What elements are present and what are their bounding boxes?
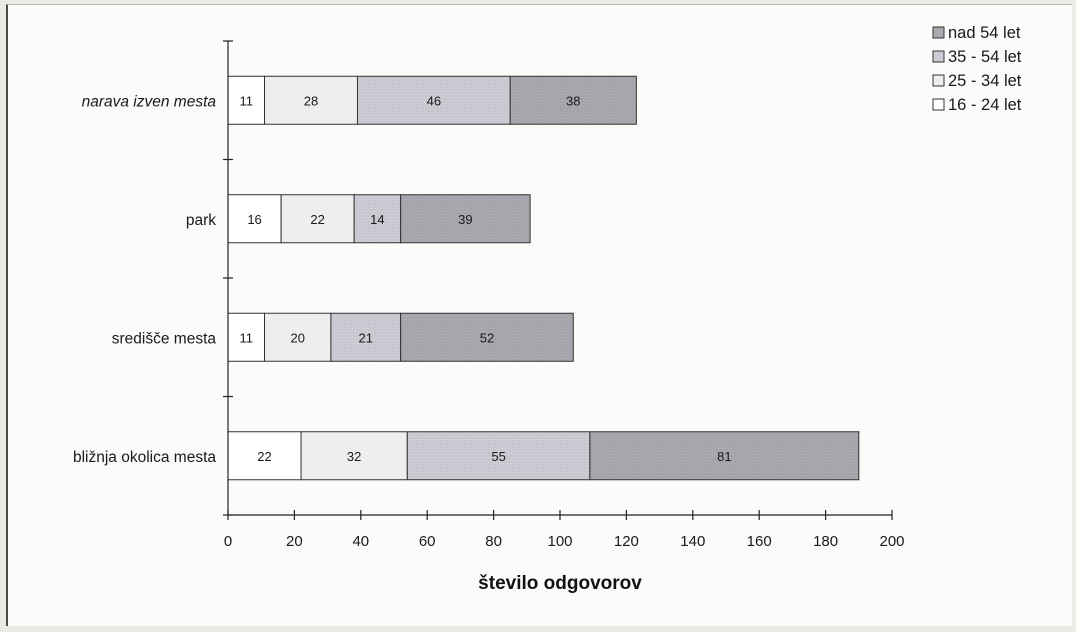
data-label: 39 <box>458 212 472 227</box>
bar-segment-texture <box>589 431 859 480</box>
data-label: 46 <box>427 93 441 108</box>
category-label: park <box>186 212 216 229</box>
bar-segment <box>300 431 408 481</box>
x-tick-label: 60 <box>419 533 436 550</box>
bar-segment-texture <box>357 76 511 125</box>
data-label: 55 <box>491 449 505 464</box>
bar-segment <box>227 194 282 244</box>
legend-swatch <box>932 98 945 111</box>
x-tick-label: 120 <box>614 533 639 550</box>
legend-label: 35 - 54 let <box>948 48 1022 66</box>
bar-segment <box>227 312 266 362</box>
legend-label: 16 - 24 let <box>948 96 1022 114</box>
x-tick-label: 20 <box>286 533 303 550</box>
x-tick-label: 180 <box>813 533 838 550</box>
data-label: 11 <box>240 93 254 108</box>
x-tick-label: 40 <box>352 533 369 550</box>
stacked-bar-chart: 11 28 46 38 16 22 14 39 11 20 21 52 22 32 55 81 narava … <box>73 24 1022 594</box>
bar-segment-texture <box>510 76 637 125</box>
data-label: 52 <box>480 330 494 345</box>
x-tick-label: 140 <box>680 533 705 550</box>
chart-frame: 11 28 46 38 16 22 14 39 11 20 21 52 22 32 55 81 narava … <box>6 4 1072 626</box>
data-label: 21 <box>359 330 373 345</box>
x-tick-label: 160 <box>747 533 772 550</box>
axes-layer: narava izven mesta park središče mesta bliž… <box>73 40 905 550</box>
legend-swatch <box>932 50 945 63</box>
data-label: 38 <box>566 93 580 108</box>
bar-segment <box>280 194 355 244</box>
x-tick-label: 80 <box>485 533 502 550</box>
bar-segment <box>264 75 358 125</box>
legend-swatch <box>932 74 945 87</box>
category-label: narava izven mesta <box>82 93 217 110</box>
legend-label: nad 54 let <box>948 24 1021 42</box>
bar-segment-texture <box>400 194 531 243</box>
data-label: 11 <box>240 330 254 345</box>
bar-segment <box>227 431 302 481</box>
bars-layer: 11 28 46 38 16 22 14 39 11 20 21 52 22 32 55 81 <box>227 75 860 481</box>
x-tick-label: 100 <box>547 533 572 550</box>
category-label: bližnja okolica mesta <box>73 449 216 466</box>
bar-segment-texture <box>400 313 574 362</box>
bar-segment-texture <box>407 431 590 480</box>
legend-label: 25 - 34 let <box>948 72 1022 90</box>
data-label: 22 <box>310 212 324 227</box>
bar-segment-texture <box>354 194 401 243</box>
category-label: središče mesta <box>112 330 217 347</box>
data-label: 32 <box>347 449 361 464</box>
x-tick-label: 0 <box>224 533 232 550</box>
legend: nad 54 let 35 - 54 let 25 - 34 let 16 - 24 … <box>932 24 1022 114</box>
data-label: 16 <box>247 212 261 227</box>
data-label: 14 <box>370 212 384 227</box>
data-label: 28 <box>304 93 318 108</box>
x-tick-label: 200 <box>879 533 904 550</box>
data-label: 81 <box>717 449 731 464</box>
x-axis-title: število odgovorov <box>478 573 642 594</box>
legend-swatch <box>932 26 945 39</box>
bar-segment <box>264 312 332 362</box>
bar-segment-texture <box>330 313 401 362</box>
data-label: 20 <box>290 330 304 345</box>
data-label: 22 <box>257 449 271 464</box>
